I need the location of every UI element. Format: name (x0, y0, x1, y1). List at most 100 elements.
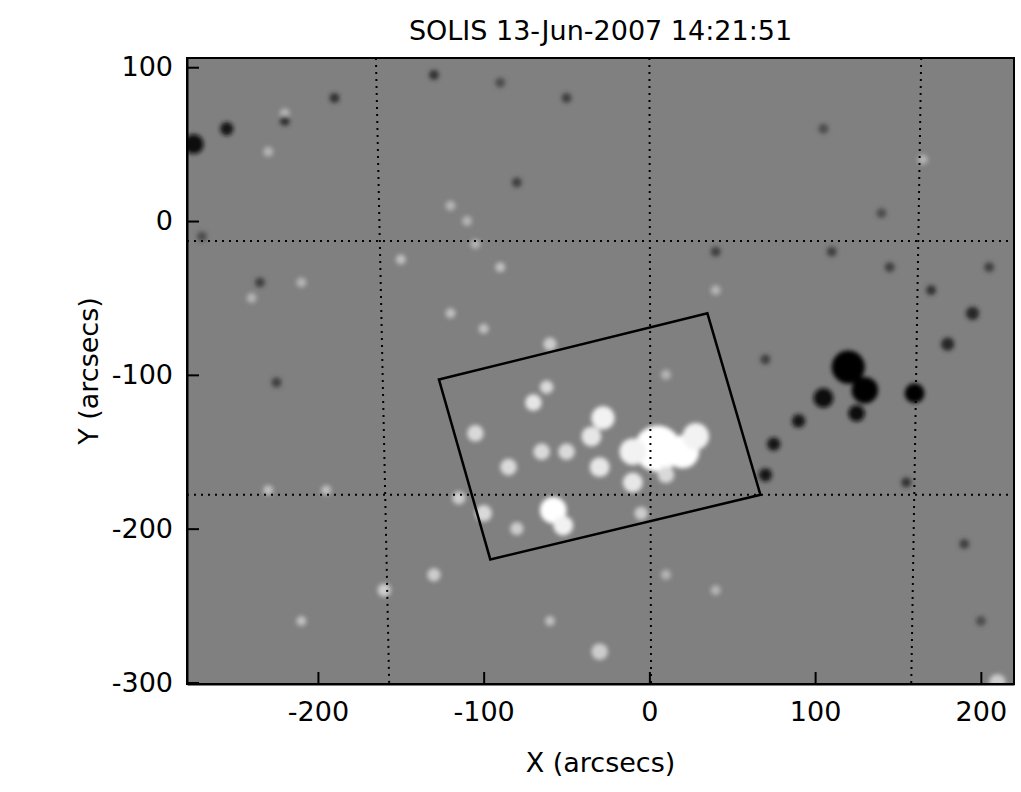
flux-feature (901, 478, 911, 488)
flux-feature (813, 388, 833, 408)
flux-feature (661, 570, 671, 580)
flux-feature (540, 381, 553, 394)
y-tick-mark (187, 528, 199, 530)
flux-feature (818, 124, 828, 134)
flux-feature (495, 78, 505, 88)
flux-feature (966, 307, 979, 320)
title: SOLIS 13-Jun-2007 14:21:51 (409, 15, 792, 46)
y-axis-line (187, 59, 189, 685)
flux-feature (827, 247, 837, 257)
flux-feature (634, 507, 647, 520)
grid-line (649, 58, 651, 684)
flux-feature (495, 262, 505, 272)
flux-feature (197, 231, 207, 241)
x-tick: 200 (956, 672, 1008, 727)
flux-feature (500, 459, 517, 476)
flux-feature (321, 485, 331, 495)
flux-feature (885, 262, 895, 272)
x-tick-mark (483, 672, 485, 684)
x-tick-label: 100 (790, 696, 842, 727)
plot-area (187, 58, 1014, 684)
flux-feature (590, 457, 610, 477)
x-tick-label: 0 (641, 696, 658, 727)
flux-feature (759, 468, 772, 481)
y-tick-label: -200 (112, 513, 173, 544)
flux-feature (512, 178, 522, 188)
flux-feature (479, 324, 489, 334)
x-tick-label: -200 (288, 696, 349, 727)
flux-feature (427, 568, 440, 581)
flux-feature (959, 539, 969, 549)
image-background (187, 58, 1014, 684)
flux-feature (462, 216, 472, 226)
flux-feature (591, 643, 608, 660)
flux-feature (989, 674, 1006, 684)
flux-feature (296, 616, 306, 626)
flux-feature (767, 437, 780, 450)
flux-feature (263, 147, 273, 157)
x-tick-label: -100 (454, 696, 515, 727)
y-tick-label: 100 (121, 51, 173, 82)
x-tick-label: 200 (956, 696, 1008, 727)
flux-feature (296, 278, 306, 288)
y-tick: -100 (112, 359, 199, 390)
flux-feature (984, 262, 994, 272)
flux-feature (553, 516, 573, 536)
y-tick-mark (187, 374, 199, 376)
flux-feature (562, 93, 572, 103)
flux-feature (658, 467, 675, 484)
x-tick: -200 (288, 672, 349, 727)
flux-feature (683, 423, 710, 450)
y-tick-mark (187, 67, 199, 69)
flux-feature (452, 491, 465, 504)
flux-features (187, 70, 1006, 684)
flux-feature (711, 247, 721, 257)
flux-feature (255, 278, 265, 288)
y-tick: -200 (112, 513, 199, 544)
flux-feature (792, 414, 805, 427)
flux-feature (620, 438, 647, 465)
flux-feature (711, 585, 721, 595)
flux-feature (429, 70, 439, 80)
y-tick: 0 (156, 205, 199, 236)
flux-feature (876, 208, 886, 218)
grid-line (187, 240, 1014, 242)
chart: -200-1000100200-300-200-1000100SOLIS 13-… (0, 0, 1021, 792)
grid-line (376, 58, 389, 684)
y-tick-label: -100 (112, 359, 173, 390)
flux-feature (446, 201, 456, 211)
x-axis: -200 -100 0 100 200 (188, 672, 1015, 727)
flux-feature (926, 285, 936, 295)
plot-frame (187, 58, 1014, 684)
flux-feature (623, 473, 643, 493)
flux-feature (396, 255, 406, 265)
flux-feature (533, 443, 550, 460)
x-tick-mark (815, 672, 817, 684)
y-tick: 100 (121, 51, 199, 82)
flux-feature (467, 425, 484, 442)
flux-feature (187, 134, 204, 154)
y-tick-mark (187, 221, 199, 223)
flux-feature (510, 522, 523, 535)
flux-feature (543, 337, 556, 350)
flux-feature (545, 616, 555, 626)
x-tick-mark (317, 672, 319, 684)
flux-feature (247, 293, 257, 303)
flux-feature (661, 370, 671, 380)
y-tick-label: 0 (156, 205, 173, 236)
x-axis-title: X (arcsecs) (526, 747, 676, 778)
flux-feature (848, 405, 865, 422)
flux-feature (263, 485, 273, 495)
x-tick: 100 (790, 672, 842, 727)
flux-feature (220, 122, 233, 135)
x-axis-line (188, 684, 1015, 686)
flux-feature (581, 426, 601, 446)
grid-line (187, 494, 1014, 496)
flux-feature (905, 383, 925, 403)
x-tick: -100 (454, 672, 515, 727)
flux-feature (272, 378, 282, 388)
y-axis: -300-200-1000100 (112, 51, 199, 697)
grid-line (911, 58, 921, 684)
x-tick-mark (980, 672, 982, 684)
y-tick-mark (187, 682, 199, 684)
